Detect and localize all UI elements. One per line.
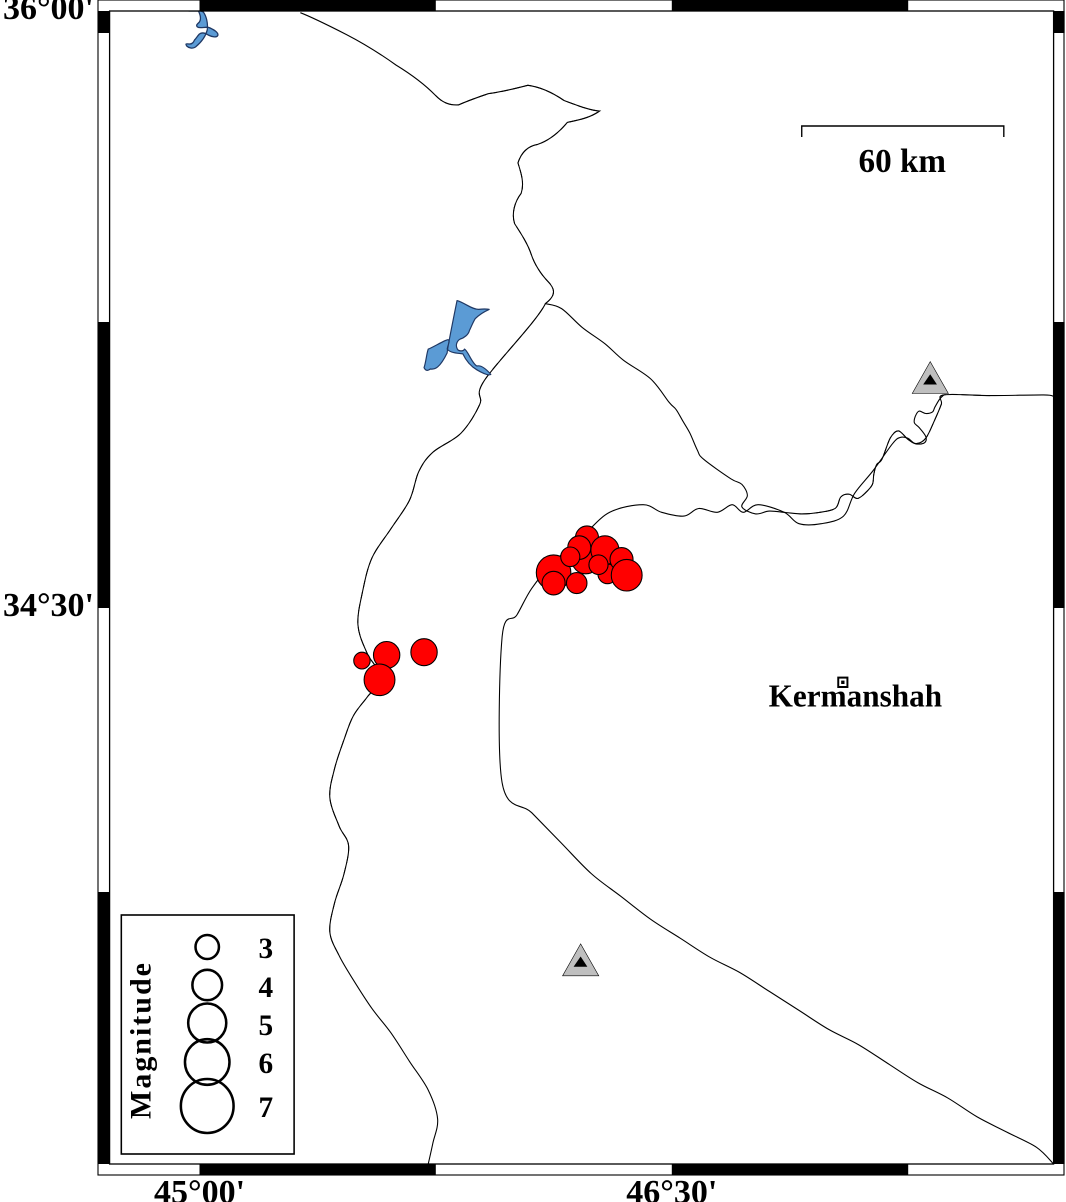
svg-text:6: 6 — [258, 1048, 273, 1080]
svg-text:Kermanshah: Kermanshah — [769, 678, 943, 713]
svg-text:Magnitude: Magnitude — [126, 961, 158, 1119]
svg-text:4: 4 — [258, 972, 273, 1004]
svg-text:34°30': 34°30' — [3, 587, 94, 624]
svg-text:60 km: 60 km — [859, 143, 947, 180]
svg-text:36°00': 36°00' — [3, 0, 94, 27]
svg-text:46°30': 46°30' — [626, 1174, 717, 1202]
svg-text:45°00': 45°00' — [154, 1174, 245, 1202]
svg-text:7: 7 — [258, 1092, 273, 1124]
svg-text:3: 3 — [258, 933, 273, 965]
svg-text:5: 5 — [258, 1010, 273, 1042]
